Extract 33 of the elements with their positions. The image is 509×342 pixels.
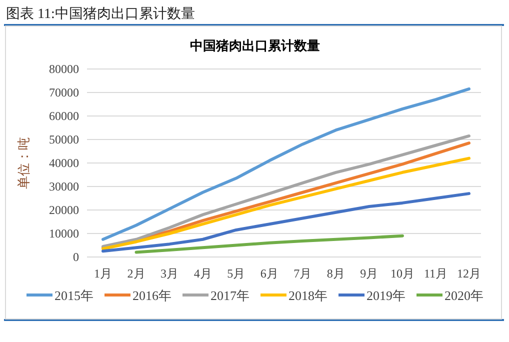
x-tick-label: 1月 (94, 266, 112, 281)
y-tick-label: 10000 (49, 226, 79, 240)
line-series (134, 234, 404, 254)
x-tick-label: 10月 (390, 266, 414, 281)
line-series (102, 192, 470, 253)
y-tick-label: 80000 (49, 62, 79, 76)
x-tick-label: 9月 (360, 266, 378, 281)
y-tick-label: 30000 (49, 179, 79, 194)
x-tick-label: 11月 (424, 266, 448, 281)
y-tick-label: 0 (73, 250, 79, 264)
x-tick-label: 7月 (294, 266, 312, 281)
y-axis-title: 单位：吨 (16, 137, 31, 189)
text: 图表 11:中国猪肉出口累计数量 (6, 6, 195, 22)
x-tick-label: 6月 (260, 266, 278, 281)
x-tick-label: 2月 (127, 266, 146, 281)
y-tick-label: 20000 (49, 202, 79, 217)
chart-title: 中国猪肉出口累计数量 (190, 38, 320, 53)
x-tick-label: 8月 (326, 266, 345, 281)
x-tick-label: 12月 (457, 266, 481, 281)
x-tick-label: 4月 (194, 266, 212, 281)
line-series (102, 87, 470, 241)
y-tick-label: 50000 (49, 132, 79, 146)
legend-label: 2020年 (444, 288, 484, 303)
legend-label: 2019年 (366, 288, 406, 303)
legend-label: 2017年 (210, 288, 250, 303)
legend-label: 2016年 (132, 288, 172, 303)
legend-label: 2018年 (288, 288, 328, 303)
x-tick-label: 3月 (160, 266, 179, 281)
y-tick-label: 70000 (49, 85, 79, 100)
x-tick-label: 5月 (227, 266, 246, 281)
legend-label: 2015年 (54, 288, 94, 303)
y-tick-label: 40000 (49, 156, 79, 170)
y-tick-label: 60000 (49, 108, 79, 123)
